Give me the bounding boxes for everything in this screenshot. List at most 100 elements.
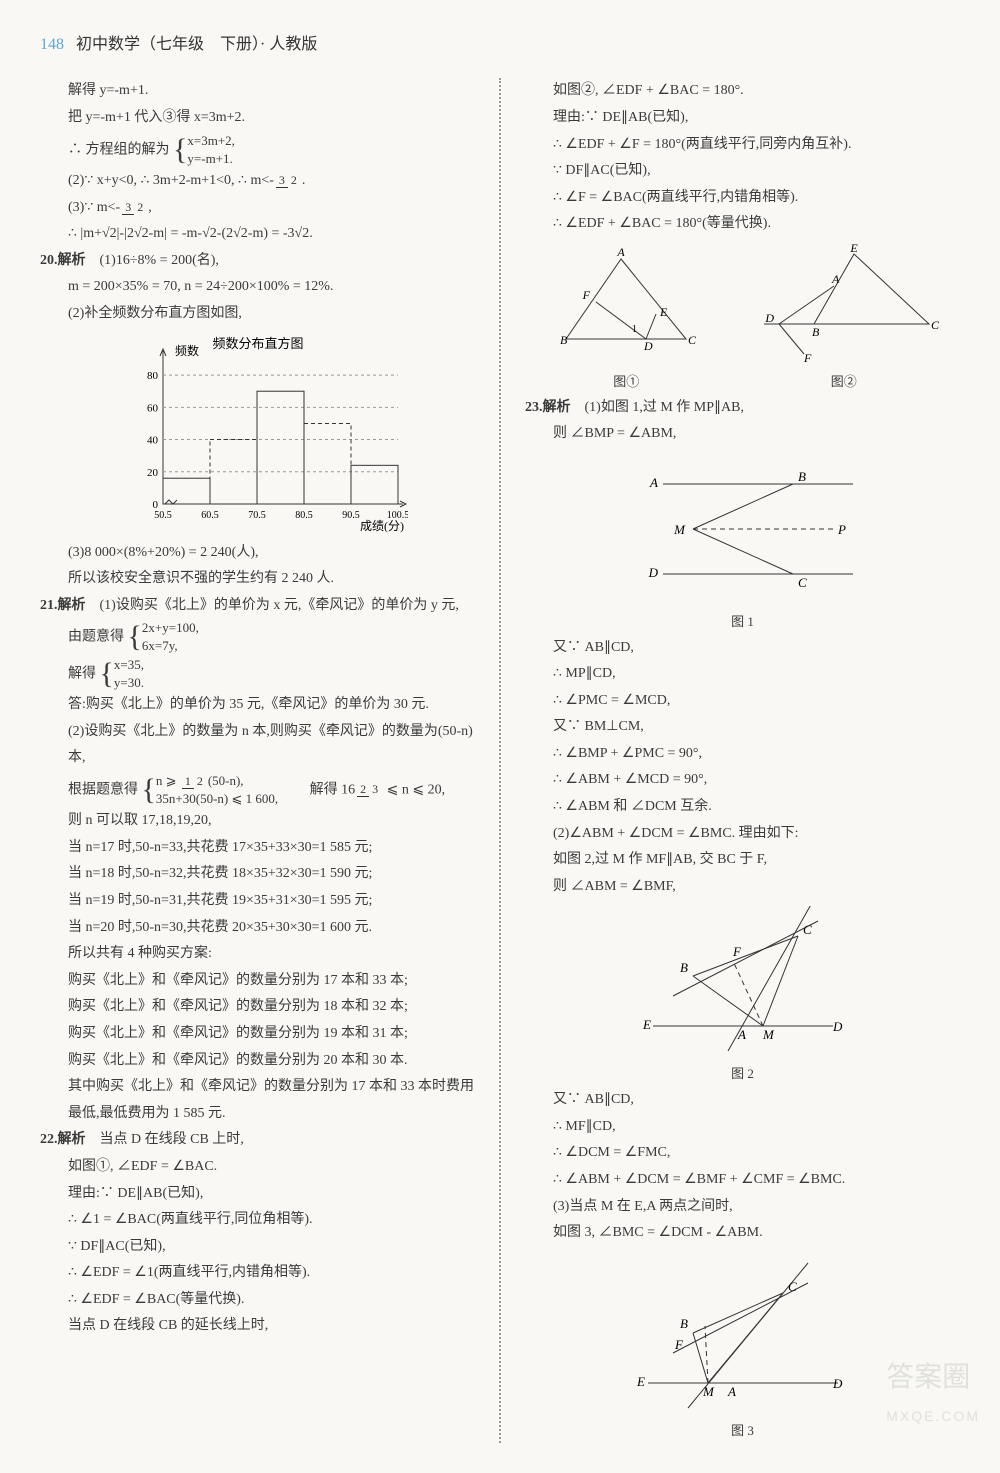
brace-system: { x=35, y=30. bbox=[100, 656, 145, 692]
svg-text:C: C bbox=[788, 1279, 797, 1294]
line: 购买《北上》和《牵风记》的数量分别为 17 本和 33 本; bbox=[40, 968, 475, 995]
text: (1)如图 1,过 M 作 MP∥AB, bbox=[585, 400, 744, 415]
line: 当 n=17 时,50-n=33,共花费 17×35+33×30=1 585 元… bbox=[40, 835, 475, 862]
svg-text:D: D bbox=[764, 311, 774, 325]
eq: n ⩾ bbox=[156, 773, 180, 788]
svg-text:B: B bbox=[812, 325, 820, 339]
line: 所以该校安全意识不强的学生约有 2 240 人. bbox=[40, 566, 475, 593]
figure-row: A F E B D C 1 图① E A D B C F bbox=[525, 238, 960, 395]
figure-2-diagram: B C F E A M D bbox=[633, 906, 853, 1056]
line: ∵ DF∥AC(已知), bbox=[525, 158, 960, 185]
triangle-fig-1: A F E B D C 1 bbox=[546, 244, 706, 364]
svg-text:频数分布直方图: 频数分布直方图 bbox=[212, 336, 303, 351]
line: ∴ ∠ABM 和 ∠DCM 互余. bbox=[525, 794, 960, 821]
line: 把 y=-m+1 代入③得 x=3m+2. bbox=[40, 105, 475, 132]
fraction: 32 bbox=[276, 174, 300, 187]
left-column: 解得 y=-m+1. 把 y=-m+1 代入③得 x=3m+2. ∴ 方程组的解… bbox=[40, 78, 475, 1443]
svg-text:B: B bbox=[680, 960, 688, 975]
brace-system: { x=3m+2, y=-m+1. bbox=[173, 132, 235, 168]
line: (3)8 000×(8%+20%) = 2 240(人), bbox=[40, 540, 475, 567]
svg-text:80.5: 80.5 bbox=[295, 510, 313, 521]
svg-text:D: D bbox=[832, 1019, 843, 1034]
line: 当 n=18 时,50-n=32,共花费 18×35+32×30=1 590 元… bbox=[40, 861, 475, 888]
svg-text:B: B bbox=[680, 1316, 688, 1331]
line: 如图②, ∠EDF + ∠BAC = 180°. bbox=[525, 78, 960, 105]
header-title: 初中数学（七年级 下册）· 人教版 bbox=[76, 36, 317, 53]
text: . bbox=[302, 173, 306, 188]
line: (3)∵ m<-32, bbox=[40, 195, 475, 222]
svg-text:F: F bbox=[582, 288, 591, 302]
line: ∴ ∠EDF = ∠BAC(等量代换). bbox=[40, 1287, 475, 1314]
svg-text:A: A bbox=[727, 1384, 736, 1399]
two-column-layout: 解得 y=-m+1. 把 y=-m+1 代入③得 x=3m+2. ∴ 方程组的解… bbox=[40, 78, 960, 1443]
line: (2)∠ABM + ∠DCM = ∠BMC. 理由如下: bbox=[525, 821, 960, 848]
fig-caption: 图② bbox=[749, 370, 939, 395]
question-head: 22.解析 当点 D 在线段 CB 上时, bbox=[40, 1127, 475, 1154]
eq: x=3m+2, bbox=[187, 133, 235, 148]
eq: 35n+30(50-n) ⩽ 1 600, bbox=[156, 791, 278, 806]
line: 解得 y=-m+1. bbox=[40, 78, 475, 105]
figure-2-wrap: E A D B C F 图② bbox=[749, 238, 939, 395]
line: 所以共有 4 种购买方案: bbox=[40, 941, 475, 968]
svg-text:M: M bbox=[762, 1027, 775, 1042]
svg-text:20: 20 bbox=[147, 466, 159, 478]
text: ∴ 方程组的解为 bbox=[68, 142, 170, 157]
svg-text:E: E bbox=[659, 305, 668, 319]
svg-text:40: 40 bbox=[147, 434, 159, 446]
line: 当点 D 在线段 CB 的延长线上时, bbox=[40, 1313, 475, 1340]
line: 当 n=19 时,50-n=31,共花费 19×35+31×30=1 595 元… bbox=[40, 888, 475, 915]
page-header: 148 初中数学（七年级 下册）· 人教版 bbox=[40, 30, 960, 60]
line: (2)设购买《北上》的数量为 n 本,则购买《牵风记》的数量为(50-n)本, bbox=[40, 719, 475, 772]
svg-text:C: C bbox=[931, 318, 939, 332]
line: (2)补全频数分布直方图如图, bbox=[40, 301, 475, 328]
svg-text:M: M bbox=[702, 1384, 715, 1399]
text: 根据题意得 bbox=[68, 782, 138, 797]
text: (2)∵ x+y<0, ∴ 3m+2-m+1<0, ∴ m<- bbox=[68, 173, 274, 188]
svg-text:P: P bbox=[837, 522, 846, 537]
text: 当点 D 在线段 CB 上时, bbox=[100, 1132, 244, 1147]
svg-text:频数: 频数 bbox=[175, 343, 199, 358]
line: 则 n 可以取 17,18,19,20, bbox=[40, 808, 475, 835]
line: 其中购买《北上》和《牵风记》的数量分别为 17 本和 33 本时费用最低,最低费… bbox=[40, 1074, 475, 1127]
svg-text:100.5: 100.5 bbox=[386, 510, 407, 521]
svg-text:C: C bbox=[803, 922, 812, 937]
text: 解得 16 bbox=[282, 782, 356, 797]
page-number: 148 bbox=[40, 36, 64, 53]
svg-text:80: 80 bbox=[147, 370, 159, 382]
fig-caption: 图① bbox=[546, 370, 706, 395]
svg-text:A: A bbox=[617, 245, 626, 259]
column-divider bbox=[499, 78, 501, 1443]
svg-text:50.5: 50.5 bbox=[154, 510, 172, 521]
svg-text:1: 1 bbox=[632, 324, 637, 335]
line: ∴ ∠ABM + ∠MCD = 90°, bbox=[525, 767, 960, 794]
line: 购买《北上》和《牵风记》的数量分别为 19 本和 31 本; bbox=[40, 1021, 475, 1048]
svg-text:F: F bbox=[732, 944, 742, 959]
eq: y=30. bbox=[114, 675, 144, 690]
svg-text:D: D bbox=[647, 565, 658, 580]
line: (3)当点 M 在 E,A 两点之间时, bbox=[525, 1194, 960, 1221]
svg-text:D: D bbox=[832, 1376, 843, 1391]
text: (1)设购买《北上》的单价为 x 元,《牵风记》的单价为 y 元, bbox=[100, 598, 459, 613]
eq: 2x+y=100, bbox=[142, 620, 199, 635]
figure-1-diagram: A B M P D C bbox=[623, 454, 863, 604]
svg-text:90.5: 90.5 bbox=[342, 510, 360, 521]
question-head: 21.解析 (1)设购买《北上》的单价为 x 元,《牵风记》的单价为 y 元, bbox=[40, 593, 475, 620]
line: 解得 { x=35, y=30. bbox=[40, 656, 475, 692]
svg-text:E: E bbox=[636, 1374, 645, 1389]
line: ∴ MP∥CD, bbox=[525, 661, 960, 688]
svg-text:C: C bbox=[688, 333, 697, 347]
line: m = 200×35% = 70, n = 24÷200×100% = 12%. bbox=[40, 274, 475, 301]
fraction: 32 bbox=[122, 201, 146, 214]
svg-text:A: A bbox=[649, 475, 658, 490]
text: , bbox=[148, 200, 152, 215]
text: (1)16÷8% = 200(名), bbox=[100, 253, 219, 268]
svg-text:M: M bbox=[673, 522, 686, 537]
line: ∴ ∠1 = ∠BAC(两直线平行,同位角相等). bbox=[40, 1207, 475, 1234]
svg-text:A: A bbox=[831, 272, 840, 286]
line: ∴ ∠PMC = ∠MCD, bbox=[525, 688, 960, 715]
line: 理由:∵ DE∥AB(已知), bbox=[40, 1181, 475, 1208]
line: ∴ 方程组的解为 { x=3m+2, y=-m+1. bbox=[40, 132, 475, 168]
line: 根据题意得 { n ⩾ 12(50-n), 35n+30(50-n) ⩽ 1 6… bbox=[40, 772, 475, 808]
eq: 6x=7y, bbox=[142, 638, 178, 653]
text: (3)∵ m<- bbox=[68, 200, 120, 215]
